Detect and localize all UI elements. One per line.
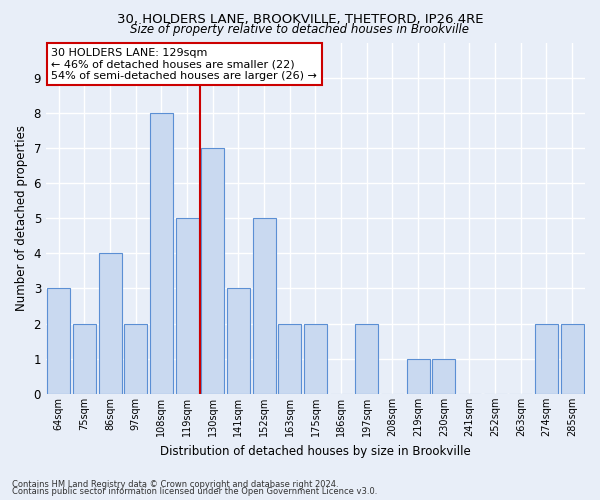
- Bar: [304, 324, 327, 394]
- Bar: [355, 324, 379, 394]
- Bar: [278, 324, 301, 394]
- Bar: [176, 218, 199, 394]
- Text: Contains HM Land Registry data © Crown copyright and database right 2024.: Contains HM Land Registry data © Crown c…: [12, 480, 338, 489]
- Y-axis label: Number of detached properties: Number of detached properties: [15, 125, 28, 311]
- Bar: [47, 288, 70, 394]
- Bar: [227, 288, 250, 394]
- Bar: [407, 359, 430, 394]
- Bar: [124, 324, 148, 394]
- Bar: [98, 254, 122, 394]
- X-axis label: Distribution of detached houses by size in Brookville: Distribution of detached houses by size …: [160, 444, 471, 458]
- Bar: [560, 324, 584, 394]
- Bar: [150, 113, 173, 394]
- Bar: [73, 324, 96, 394]
- Bar: [432, 359, 455, 394]
- Bar: [201, 148, 224, 394]
- Text: Contains public sector information licensed under the Open Government Licence v3: Contains public sector information licen…: [12, 488, 377, 496]
- Text: Size of property relative to detached houses in Brookville: Size of property relative to detached ho…: [131, 22, 470, 36]
- Bar: [535, 324, 558, 394]
- Text: 30 HOLDERS LANE: 129sqm
← 46% of detached houses are smaller (22)
54% of semi-de: 30 HOLDERS LANE: 129sqm ← 46% of detache…: [52, 48, 317, 81]
- Text: 30, HOLDERS LANE, BROOKVILLE, THETFORD, IP26 4RE: 30, HOLDERS LANE, BROOKVILLE, THETFORD, …: [117, 12, 483, 26]
- Bar: [253, 218, 275, 394]
